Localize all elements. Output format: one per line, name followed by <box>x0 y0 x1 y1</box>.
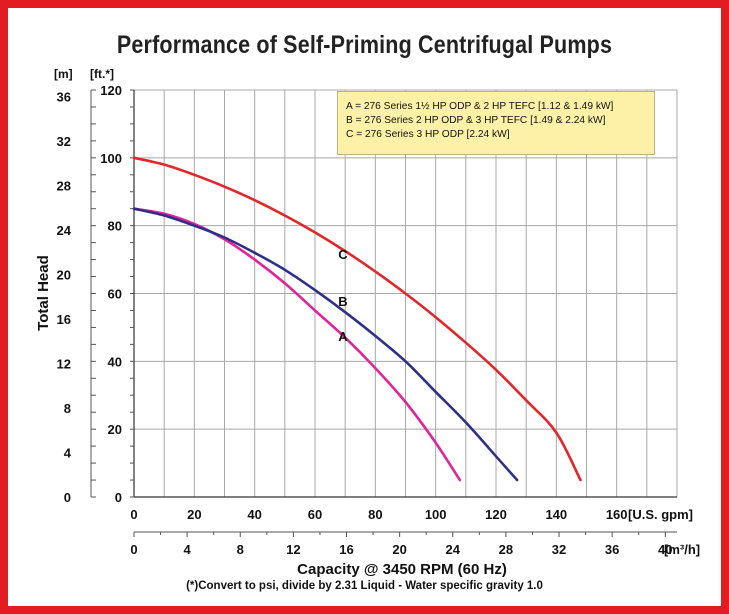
chart-title: Performance of Self-Priming Centrifugal … <box>116 31 613 59</box>
x-tick-label-gpm: 60 <box>308 507 322 522</box>
curve-label-a: A <box>338 329 348 344</box>
y-tick-label-m: 32 <box>57 134 71 149</box>
series-line-a <box>132 207 462 482</box>
y-tick-label-m: 24 <box>57 223 72 238</box>
y-tick-label-m: 12 <box>57 356 71 371</box>
x-tick-label-m3h: 24 <box>446 542 461 557</box>
y-tick-label-m: 20 <box>57 267 71 282</box>
x-tick-label-gpm: 140 <box>545 507 567 522</box>
x-tick-label-m3h: 8 <box>237 542 244 557</box>
x-tick-label-gpm: 40 <box>247 507 261 522</box>
x-tick-label-gpm: 20 <box>187 507 201 522</box>
y-tick-label-ft: 80 <box>108 219 122 234</box>
x-tick-label-m3h: 16 <box>339 542 353 557</box>
x-tick-label-gpm: 0 <box>130 507 137 522</box>
legend-entry-a: A = 276 Series 1½ HP ODP & 2 HP TEFC [1.… <box>346 101 614 112</box>
x-unit-m3h-label: [m³/h] <box>664 542 700 557</box>
x-tick-label-gpm: 160 <box>606 507 628 522</box>
y-tick-label-m: 0 <box>64 490 71 505</box>
x-tick-label-m3h: 20 <box>392 542 406 557</box>
y-tick-label-m: 4 <box>64 445 72 460</box>
x-tick-label-m3h: 36 <box>605 542 619 557</box>
curve-label-b: B <box>338 294 347 309</box>
y-unit-m-label: [m] <box>54 67 73 81</box>
series-line-c <box>132 156 582 482</box>
y-tick-label-m: 16 <box>57 312 71 327</box>
x-axis-title: Capacity @ 3450 RPM (60 Hz) <box>297 561 507 578</box>
x-tick-label-m3h: 12 <box>286 542 300 557</box>
series-line-b <box>132 207 519 482</box>
y-tick-label-m: 36 <box>57 89 71 104</box>
y-tick-label-ft: 0 <box>115 490 122 505</box>
curve-label-c: C <box>338 247 348 262</box>
x-tick-label-m3h: 28 <box>499 542 513 557</box>
x-unit-gpm-label: [U.S. gpm] <box>628 507 693 522</box>
legend-entry-c: C = 276 Series 3 HP ODP [2.24 kW] <box>346 129 510 140</box>
y-unit-ft-label: [ft.*] <box>90 67 114 81</box>
x-tick-label-m3h: 4 <box>184 542 192 557</box>
footnote: (*)Convert to psi, divide by 2.31 Liquid… <box>186 580 543 592</box>
y-tick-label-m: 28 <box>57 178 71 193</box>
x-tick-label-gpm: 100 <box>425 507 447 522</box>
legend: A = 276 Series 1½ HP ODP & 2 HP TEFC [1.… <box>337 91 655 155</box>
y-tick-label-ft: 60 <box>108 287 122 302</box>
x-tick-label-m3h: 32 <box>552 542 566 557</box>
legend-entry-b: B = 276 Series 2 HP ODP & 3 HP TEFC [1.4… <box>346 115 606 126</box>
x-tick-label-m3h: 0 <box>130 542 137 557</box>
x-tick-label-m3h: 40 <box>658 542 672 557</box>
y-axis-title: Total Head <box>35 255 52 331</box>
y-tick-label-m: 8 <box>64 401 71 416</box>
y-tick-label-ft: 100 <box>100 151 122 166</box>
x-tick-label-gpm: 80 <box>368 507 382 522</box>
y-tick-label-ft: 20 <box>108 422 122 437</box>
y-tick-label-ft: 120 <box>100 83 122 98</box>
y-tick-label-ft: 40 <box>108 354 122 369</box>
x-tick-label-gpm: 120 <box>485 507 507 522</box>
